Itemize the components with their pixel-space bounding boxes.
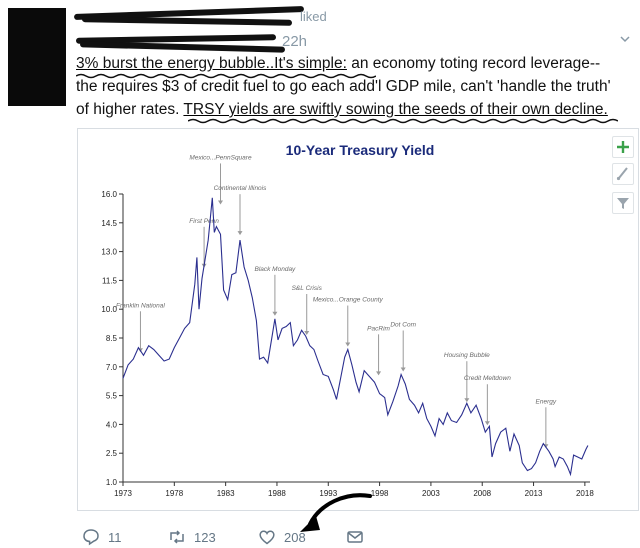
y-tick-label: 8.5 xyxy=(106,334,118,343)
x-axis: 1973 1978 1983 1988 1993 1998 2003 2008 2013 2018 xyxy=(114,481,594,498)
y-tick-label: 16.0 xyxy=(101,190,117,199)
x-tick-label: 1983 xyxy=(217,489,235,498)
brush-icon xyxy=(616,167,628,181)
zoom-in-button[interactable] xyxy=(612,136,634,158)
y-tick-label: 11.5 xyxy=(102,276,118,285)
annotation-label: Continental Illinois xyxy=(214,185,268,192)
annotations: Franklin National First Penn Mexico...Penn… xyxy=(116,154,557,449)
y-tick-label: 14.5 xyxy=(101,219,117,228)
x-tick-label: 1993 xyxy=(319,489,337,498)
tweet-timestamp[interactable]: 22h xyxy=(282,33,308,50)
annotation-label: Mexico...Orange County xyxy=(313,297,384,304)
x-tick-label: 1998 xyxy=(371,489,389,498)
y-tick-label: 5.5 xyxy=(106,392,118,401)
x-tick-label: 2008 xyxy=(473,489,491,498)
reply-count: 11 xyxy=(108,529,122,545)
y-tick-label: 4.0 xyxy=(106,420,118,429)
x-tick-label: 1978 xyxy=(165,489,183,498)
wavy-underline xyxy=(76,73,376,79)
retweet-icon xyxy=(170,530,184,544)
annotation-arrowhead xyxy=(345,342,351,347)
like-count: 208 xyxy=(284,529,306,545)
redacted-avatar xyxy=(8,8,66,106)
annotation-label: Black Monday xyxy=(254,266,296,273)
yield-series-line xyxy=(122,197,589,477)
annotation-arrowhead xyxy=(218,200,224,205)
annotation-label: Housing Bubble xyxy=(444,352,490,359)
x-tick-label: 2013 xyxy=(525,489,543,498)
annotation-label: First Penn xyxy=(189,218,219,225)
draw-button[interactable] xyxy=(612,163,634,185)
annotation-arrowhead xyxy=(376,371,382,376)
wavy-underline xyxy=(188,118,618,124)
retweet-button[interactable]: 123 xyxy=(168,528,216,546)
tweet-line-1: 3% burst the energy bubble..It's simple:… xyxy=(76,55,601,72)
annotation-label: PacRim xyxy=(367,325,390,332)
underlined-phrase: 3% burst the energy bubble..It's simple: xyxy=(76,55,347,72)
y-tick-label: 7.0 xyxy=(106,363,118,372)
x-tick-label: 2003 xyxy=(422,489,440,498)
y-tick-label: 13.0 xyxy=(101,248,117,257)
annotation-arrowhead xyxy=(272,311,278,316)
tweet-line-2: the requires $3 of credit fuel to go eac… xyxy=(76,78,611,95)
annotation-arrowhead xyxy=(484,421,490,426)
x-tick-label: 1988 xyxy=(268,489,286,498)
y-tick-label: 10.0 xyxy=(101,305,117,314)
y-axis: 16.0 14.5 13.0 11.5 10.0 8.5 7.0 5.5 4.0 2.5 1.0 xyxy=(101,190,124,487)
filter-button[interactable] xyxy=(612,192,634,214)
curved-arrow-annotation xyxy=(300,493,372,532)
annotation-label: Franklin National xyxy=(116,302,165,309)
annotation-label: Dot Com xyxy=(390,321,416,328)
envelope-icon xyxy=(347,531,363,543)
annotation-arrowhead xyxy=(237,231,243,236)
annotation-arrowhead xyxy=(400,367,406,372)
tweet-line-3: of higher rates. TRSY yields are swiftly… xyxy=(76,101,608,118)
y-tick-label: 1.0 xyxy=(106,478,118,487)
x-tick-label: 1973 xyxy=(114,489,132,498)
chevron-down-icon[interactable] xyxy=(620,34,630,44)
liked-context-text: liked xyxy=(300,9,327,24)
annotation-arrowhead xyxy=(304,331,310,335)
plus-icon xyxy=(617,141,629,153)
annotation-label: S&L Crisis xyxy=(292,285,323,292)
reply-icon xyxy=(83,529,99,546)
underlined-phrase: TRSY yields are swiftly sowing the seeds… xyxy=(183,101,608,118)
reply-button[interactable]: 11 xyxy=(82,528,122,546)
heart-icon xyxy=(259,530,275,545)
filter-icon xyxy=(617,198,629,209)
x-tick-label: 2018 xyxy=(576,489,594,498)
like-button[interactable]: 208 xyxy=(258,528,306,546)
annotation-label: Energy xyxy=(536,398,557,405)
y-tick-label: 2.5 xyxy=(106,449,118,458)
annotation-label: Mexico...PennSquare xyxy=(189,154,252,161)
direct-message-button[interactable] xyxy=(346,528,364,546)
retweet-count: 123 xyxy=(194,529,216,545)
annotation-arrowhead xyxy=(464,398,470,403)
annotation-label: Credit Meltdown xyxy=(464,375,511,382)
tweet-text: 3% burst the energy bubble..It's simple:… xyxy=(76,52,636,121)
